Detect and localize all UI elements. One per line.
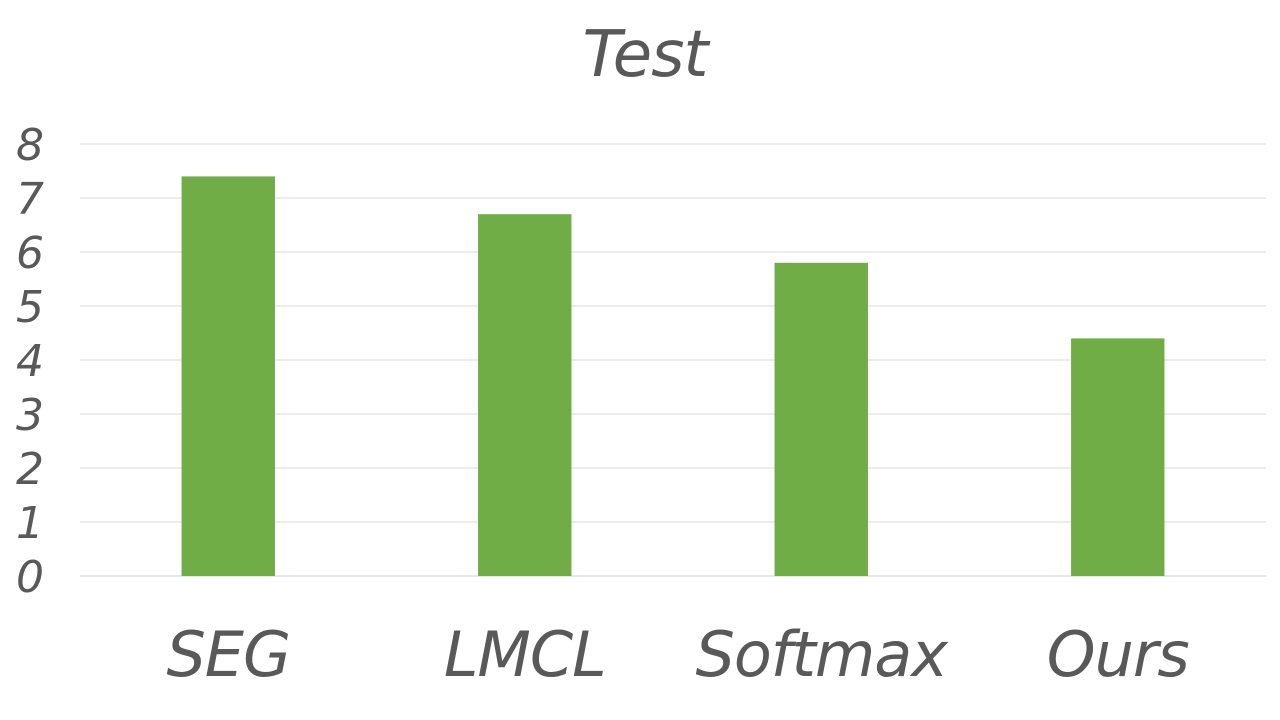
chart-title: Test xyxy=(582,18,709,92)
bar-ours xyxy=(1071,338,1165,576)
y-tick-label: 7 xyxy=(16,174,44,225)
x-axis-ticks: SEG LMCL Softmax Ours xyxy=(166,618,1189,691)
y-tick-label: 2 xyxy=(16,444,44,495)
x-tick-label: Softmax xyxy=(695,618,949,691)
y-tick-label: 5 xyxy=(16,282,44,333)
y-tick-label: 3 xyxy=(16,390,44,441)
y-tick-label: 4 xyxy=(16,336,44,387)
bars xyxy=(181,176,1165,576)
x-tick-label: Ours xyxy=(1047,618,1189,691)
bar-softmax xyxy=(774,262,868,576)
gridlines xyxy=(80,143,1266,577)
x-tick-label: LMCL xyxy=(444,618,606,691)
y-tick-label: 6 xyxy=(16,228,44,279)
y-tick-label: 0 xyxy=(16,552,44,603)
y-tick-label: 1 xyxy=(16,498,44,549)
bar-lmcl xyxy=(478,214,572,576)
x-tick-label: SEG xyxy=(166,618,290,691)
y-tick-label: 8 xyxy=(16,120,44,171)
bar-seg xyxy=(181,176,275,576)
